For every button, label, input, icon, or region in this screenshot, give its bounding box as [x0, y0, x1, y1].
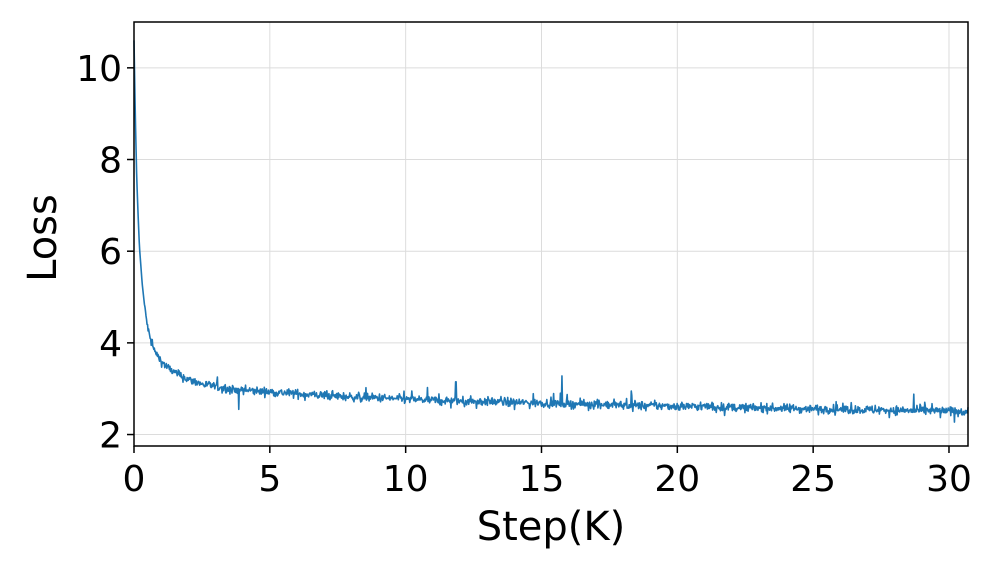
y-tick-label: 10: [76, 49, 122, 90]
x-axis-title: Step(K): [477, 504, 626, 550]
x-tick-label: 10: [383, 459, 429, 500]
x-tick-label: 20: [654, 459, 700, 500]
y-tick-label: 4: [99, 324, 122, 365]
y-tick-labels: 2 4 6 8 10: [76, 49, 122, 457]
grid-lines: [133, 22, 968, 446]
y-tick-label: 6: [99, 232, 122, 273]
loss-series-line: [133, 40, 969, 423]
y-tick-label: 2: [99, 416, 122, 457]
x-tick-label: 25: [790, 459, 836, 500]
series-layer: [133, 40, 969, 423]
y-tick-label: 8: [99, 141, 122, 182]
x-tick-label: 15: [519, 459, 565, 500]
x-tick-label: 5: [258, 459, 281, 500]
x-tick-label: 30: [926, 459, 972, 500]
x-tick-label: 0: [123, 459, 146, 500]
tick-marks: [127, 67, 950, 453]
x-tick-labels: 0 5 10 15 20 25 30: [123, 459, 972, 500]
plot-frame: [133, 21, 969, 447]
y-axis-title: Loss: [20, 194, 66, 282]
